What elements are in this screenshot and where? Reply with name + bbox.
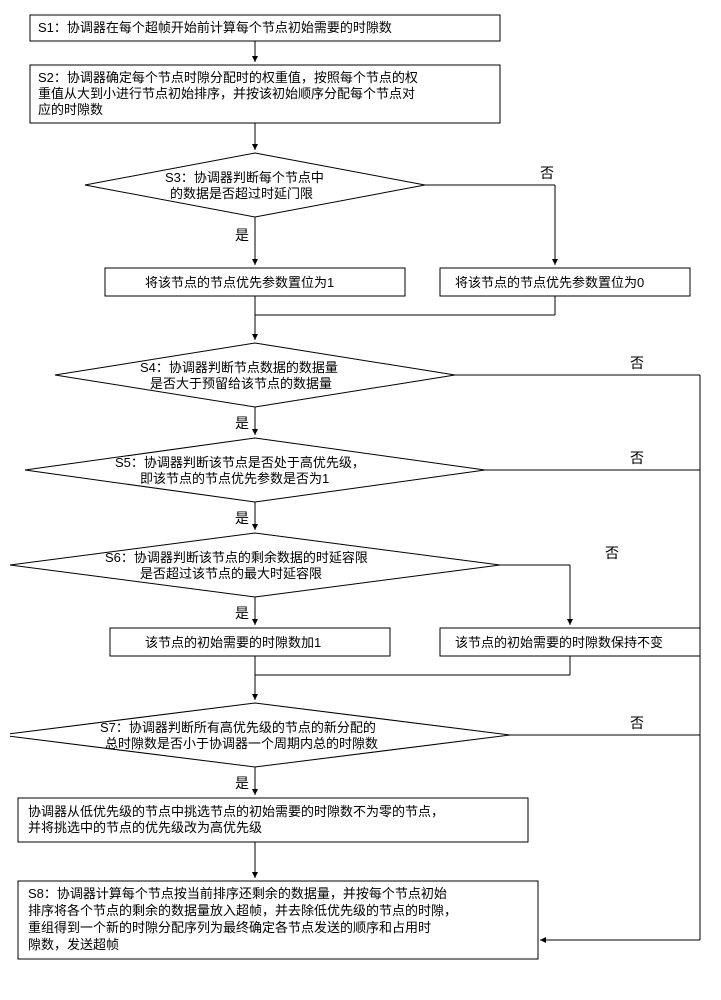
svg-text:将该节点的节点优先参数置位为1: 将该节点的节点优先参数置位为1 [145,275,334,290]
svg-text:S5：协调器判断该节点是否处于高优先级，: S5：协调器判断该节点是否处于高优先级， [115,455,365,470]
svg-text:是: 是 [235,775,249,791]
svg-text:该节点的初始需要的时隙数加1: 该节点的初始需要的时隙数加1 [145,635,321,650]
svg-text:总时隙数是否小于协调器一个周期内总的时隙数: 总时隙数是否小于协调器一个周期内总的时隙数 [105,736,378,751]
svg-text:S4：协调器判断节点数据的数据量: S4：协调器判断节点数据的数据量 [140,360,338,375]
s1-text: S1：协调器在每个超帧开始前计算每个节点初始需要的时隙数 [38,20,392,35]
svg-text:重组得到一个新的时隙分配序列为最终确定各节点发送的顺序和占用: 重组得到一个新的时隙分配序列为最终确定各节点发送的顺序和占用时 [28,920,431,935]
svg-text:是否大于预留给该节点的数据量: 是否大于预留给该节点的数据量 [150,376,332,391]
svg-text:S3：协调器判断每个节点中: S3：协调器判断每个节点中 [165,170,324,185]
svg-text:否: 否 [630,715,644,731]
svg-text:否: 否 [630,355,644,371]
svg-text:S7：协调器判断所有高优先级的节点的新分配的: S7：协调器判断所有高优先级的节点的新分配的 [100,720,376,735]
flowchart: S1：协调器在每个超帧开始前计算每个节点初始需要的时隙数 S2：协调器确定每个节… [10,10,710,990]
svg-text:否: 否 [540,165,554,181]
svg-text:是: 是 [235,510,249,526]
svg-text:是: 是 [235,227,249,243]
svg-text:重值从大到小进行节点初始排序，并按该初始顺序分配每个节点对: 重值从大到小进行节点初始排序，并按该初始顺序分配每个节点对 [38,86,415,101]
svg-text:将该节点的节点优先参数置位为0: 将该节点的节点优先参数置位为0 [455,275,644,290]
node-s5 [25,438,485,502]
svg-text:是否超过该节点的最大时延容限: 是否超过该节点的最大时延容限 [140,566,322,581]
svg-text:S6：协调器判断该节点的剩余数据的时延容限: S6：协调器判断该节点的剩余数据的时延容限 [105,550,368,565]
svg-text:S8：协调器计算每个节点按当前排序还剩余的数据量，并按每个节: S8：协调器计算每个节点按当前排序还剩余的数据量，并按每个节点初始 [28,886,447,901]
svg-text:排序将各个节点的剩余的数据量放入超帧，并去除低优先级的节点的: 排序将各个节点的剩余的数据量放入超帧，并去除低优先级的节点的时隙， [28,903,457,918]
svg-text:是: 是 [235,415,249,431]
svg-text:隙数，发送超帧: 隙数，发送超帧 [28,937,119,952]
svg-text:并将挑选中的节点的优先级改为高优先级: 并将挑选中的节点的优先级改为高优先级 [28,820,262,835]
svg-text:协调器从低优先级的节点中挑选节点的初始需要的时隙数不为零的节: 协调器从低优先级的节点中挑选节点的初始需要的时隙数不为零的节点， [28,804,444,819]
svg-text:否: 否 [605,545,619,561]
svg-text:的数据是否超过时延门限: 的数据是否超过时延门限 [170,186,313,201]
svg-text:S2：协调器确定每个节点时隙分配时的权重值，按照每个节点的权: S2：协调器确定每个节点时隙分配时的权重值，按照每个节点的权 [38,70,418,85]
svg-text:应的时隙数: 应的时隙数 [38,102,103,117]
svg-text:是: 是 [235,605,249,621]
node-s3 [85,153,425,217]
svg-text:否: 否 [630,450,644,466]
svg-text:即该节点的节点优先参数是否为1: 即该节点的节点优先参数是否为1 [140,471,329,486]
node-s7 [10,703,510,767]
svg-text:该节点的初始需要的时隙数保持不变: 该节点的初始需要的时隙数保持不变 [455,635,663,650]
node-s4 [55,343,455,407]
node-s6 [10,533,500,597]
